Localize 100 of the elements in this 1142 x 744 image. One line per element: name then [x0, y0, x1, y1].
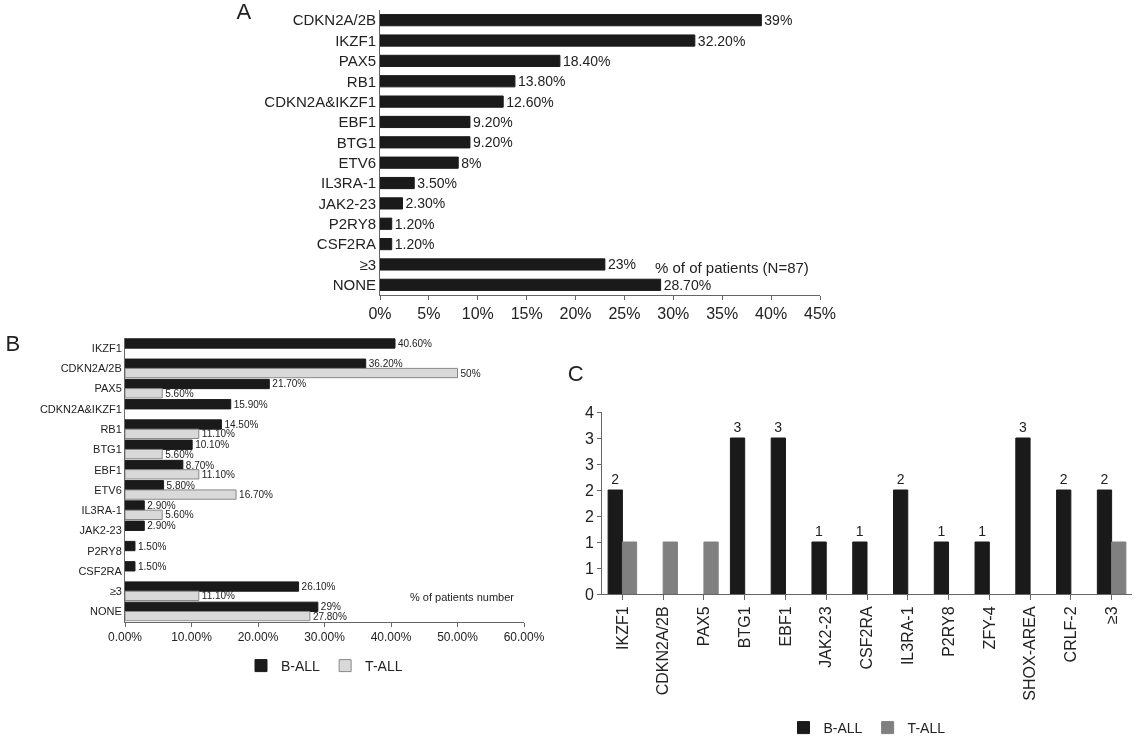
- bar: [662, 541, 678, 594]
- data-label: 1: [815, 523, 824, 539]
- y-tick-label: JAK2-23: [79, 524, 122, 537]
- bar: [125, 469, 200, 480]
- bar: [125, 540, 136, 552]
- y-tick-label: ≥3: [109, 585, 122, 598]
- y-tick-label: 2: [584, 481, 594, 499]
- bar: [1096, 489, 1113, 594]
- x-tick-label: 45%: [803, 305, 837, 323]
- y-tick-label: 3: [584, 455, 594, 473]
- bar: [933, 541, 950, 594]
- y-tick-label: 3: [584, 429, 594, 447]
- y-tick-label: IL3RA-1: [320, 174, 376, 192]
- x-tick-label: 20%: [559, 305, 592, 323]
- data-label: 1: [978, 523, 987, 539]
- y-tick-label: P2RY8: [328, 215, 376, 232]
- bar: [125, 489, 237, 500]
- y-tick-label: P2RY8: [87, 544, 122, 557]
- data-label: 14.50%: [224, 419, 259, 430]
- data-label: 1.50%: [137, 560, 167, 572]
- bar: [125, 520, 145, 531]
- bar: [125, 590, 200, 602]
- y-tick-label: RB1: [346, 72, 376, 90]
- data-label: 2.90%: [147, 500, 176, 512]
- data-label: 1.20%: [394, 236, 435, 253]
- x-tick-label: ≥3: [1102, 606, 1120, 625]
- data-label: 21.70%: [272, 378, 307, 390]
- legend-label: B-ALL: [281, 658, 321, 675]
- bar: [380, 217, 393, 230]
- bar: [380, 136, 471, 149]
- bar: [380, 95, 504, 108]
- data-label: 11.10%: [201, 468, 236, 480]
- data-label: 2: [1100, 471, 1109, 487]
- data-label: 1: [855, 523, 864, 539]
- y-tick-label: CDKN2A&IKZF1: [39, 402, 122, 415]
- chart-title: B: [5, 330, 21, 356]
- data-label: 5.60%: [165, 448, 194, 460]
- x-tick-label: 35%: [706, 305, 739, 323]
- legend-label: T-ALL: [907, 720, 946, 737]
- bar: [125, 448, 163, 460]
- bar: [125, 610, 311, 622]
- x-tick-label: CDKN2A/2B: [654, 606, 672, 696]
- data-label: 5.60%: [165, 387, 194, 399]
- chart-title: C: [567, 361, 584, 387]
- x-tick-label: 25%: [608, 305, 641, 323]
- bar: [380, 34, 696, 47]
- bar: [1015, 437, 1031, 594]
- data-label: 13.80%: [517, 73, 566, 90]
- bar: [893, 489, 909, 594]
- bar: [811, 541, 827, 594]
- x-tick-label: 30.00%: [304, 630, 346, 644]
- bar: [125, 358, 367, 369]
- data-label: 9.20%: [472, 113, 513, 130]
- data-label: 39%: [764, 12, 793, 29]
- y-tick-label: RB1: [100, 423, 122, 436]
- x-tick-label: 40.00%: [370, 630, 412, 644]
- chart-title: A: [236, 0, 252, 24]
- y-tick-label: IL3RA-1: [81, 504, 122, 517]
- data-label: 40.60%: [397, 337, 433, 349]
- x-tick-label: 0%: [368, 305, 392, 323]
- y-tick-label: EBF1: [94, 463, 122, 476]
- x-tick-label: ZFY-4: [980, 606, 998, 650]
- data-label: 27.80%: [312, 610, 347, 622]
- x-tick-label: EBF1: [776, 606, 794, 647]
- x-tick-label: SHOX-AREA: [1021, 606, 1039, 701]
- data-label: 9.20%: [472, 134, 513, 151]
- bar: [974, 541, 990, 594]
- data-label: 8%: [461, 154, 482, 171]
- data-label: 16.70%: [239, 489, 274, 501]
- bar: [380, 14, 762, 27]
- annotation: % of patients number: [410, 591, 515, 603]
- legend-label: T-ALL: [365, 658, 403, 675]
- bar: [125, 428, 200, 439]
- x-tick-label: IL3RA-1: [898, 606, 916, 666]
- y-tick-label: 1: [584, 533, 594, 551]
- bar: [380, 278, 662, 291]
- bar: [125, 439, 193, 450]
- bar: [1111, 541, 1127, 594]
- x-tick-label: 15%: [510, 305, 543, 323]
- x-tick-label: 10.00%: [171, 630, 213, 644]
- x-tick-label: 30%: [657, 305, 690, 323]
- x-tick-label: BTG1: [735, 606, 753, 649]
- x-tick-label: 50.00%: [437, 630, 479, 644]
- data-label: 18.40%: [562, 52, 611, 69]
- x-tick-label: IKZF1: [613, 606, 631, 650]
- x-tick-label: P2RY8: [939, 606, 957, 657]
- x-tick-label: 40%: [755, 305, 788, 323]
- bar: [380, 54, 561, 67]
- y-tick-label: PAX5: [94, 382, 122, 395]
- data-label: 29%: [320, 601, 341, 613]
- bar: [125, 378, 270, 390]
- bar: [852, 541, 868, 594]
- y-tick-label: ≥3: [359, 255, 376, 273]
- data-label: 32.20%: [697, 32, 746, 49]
- data-label: 2.30%: [405, 195, 446, 212]
- data-label: 2: [1059, 471, 1068, 487]
- y-tick-label: 2: [584, 507, 594, 525]
- bar: [125, 509, 163, 520]
- y-tick-label: 4: [584, 403, 594, 421]
- data-label: 28.70%: [663, 276, 712, 293]
